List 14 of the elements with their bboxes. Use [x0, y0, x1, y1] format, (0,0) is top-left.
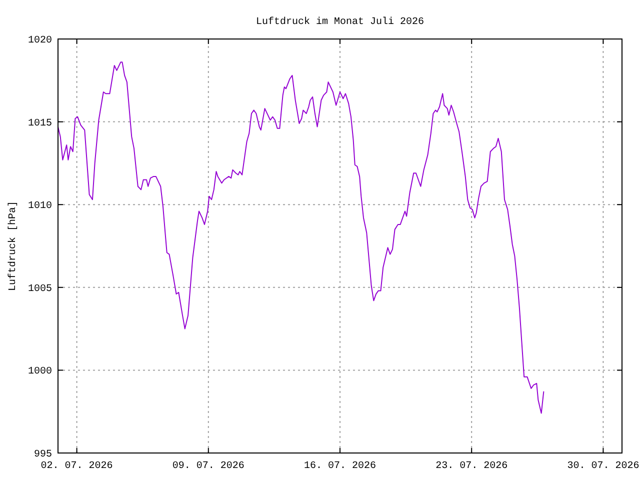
x-tick-label: 09. 07. 2026	[172, 461, 244, 472]
x-tick-label: 30. 07. 2026	[567, 461, 640, 472]
line-series	[58, 62, 544, 414]
y-tick-label: 1005	[28, 284, 52, 295]
y-tick-label: 995	[34, 450, 52, 460]
x-tick-label: 23. 07. 2026	[436, 461, 508, 472]
chart-title: Luftdruck im Monat Juli 2026	[256, 16, 424, 28]
y-axis-title: Luftdruck [hPa]	[7, 200, 19, 292]
y-tick-label: 1010	[28, 201, 52, 212]
x-tick-label: 02. 07. 2026	[40, 461, 113, 472]
y-tick-label: 1015	[28, 118, 52, 130]
x-tick-label: 16. 07. 2026	[304, 461, 376, 472]
y-tick-label: 1000	[28, 366, 52, 378]
y-tick-label: 1020	[28, 36, 52, 46]
